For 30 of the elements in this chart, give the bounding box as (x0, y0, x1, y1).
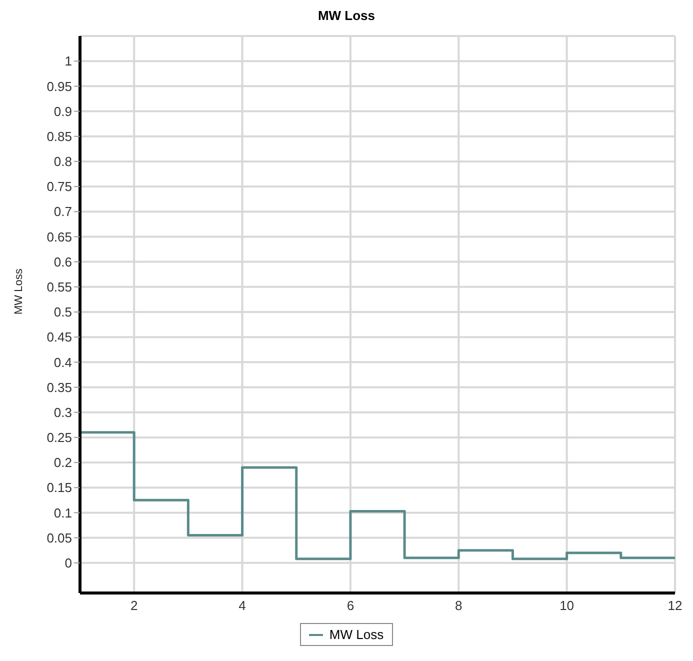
x-tick-label: 2 (130, 598, 138, 614)
y-tick-label: 0.9 (54, 104, 72, 119)
x-tick-label: 4 (238, 598, 246, 614)
y-tick-label: 0.65 (46, 229, 72, 244)
y-tick-label: 0.55 (46, 280, 72, 295)
y-tick-label: 0 (64, 556, 72, 571)
y-tick-label: 0.1 (54, 505, 72, 520)
y-tick-label: 0.35 (46, 380, 72, 395)
y-tick-label: 0.25 (46, 430, 72, 446)
y-tick-label: 1 (64, 54, 72, 69)
chart-title: MW Loss (316, 8, 376, 25)
y-tick-label: 0.95 (46, 78, 72, 94)
y-tick-label: 0.7 (54, 204, 72, 220)
y-tick-label: 0.2 (54, 455, 72, 470)
y-tick-label: 0.15 (46, 480, 72, 496)
y-tick-label: 0.45 (46, 330, 72, 345)
y-tick-label: 0.85 (46, 128, 72, 144)
y-tick-label: 0.5 (54, 304, 72, 320)
x-tick-label: 6 (346, 598, 354, 614)
y-axis-title: MW Loss (12, 268, 25, 314)
y-tick-label: 0.05 (46, 530, 72, 546)
legend-label: MW Loss (328, 627, 384, 642)
x-tick-label: 8 (455, 598, 462, 614)
y-tick-label: 0.6 (54, 254, 72, 270)
x-tick-label: 10 (560, 598, 574, 614)
y-tick-label: 0.4 (54, 354, 72, 370)
x-tick-label: 12 (668, 598, 682, 614)
y-tick-label: 0.8 (54, 154, 72, 170)
y-tick-label: 0.3 (54, 404, 72, 420)
y-tick-label: 0.75 (46, 179, 72, 194)
